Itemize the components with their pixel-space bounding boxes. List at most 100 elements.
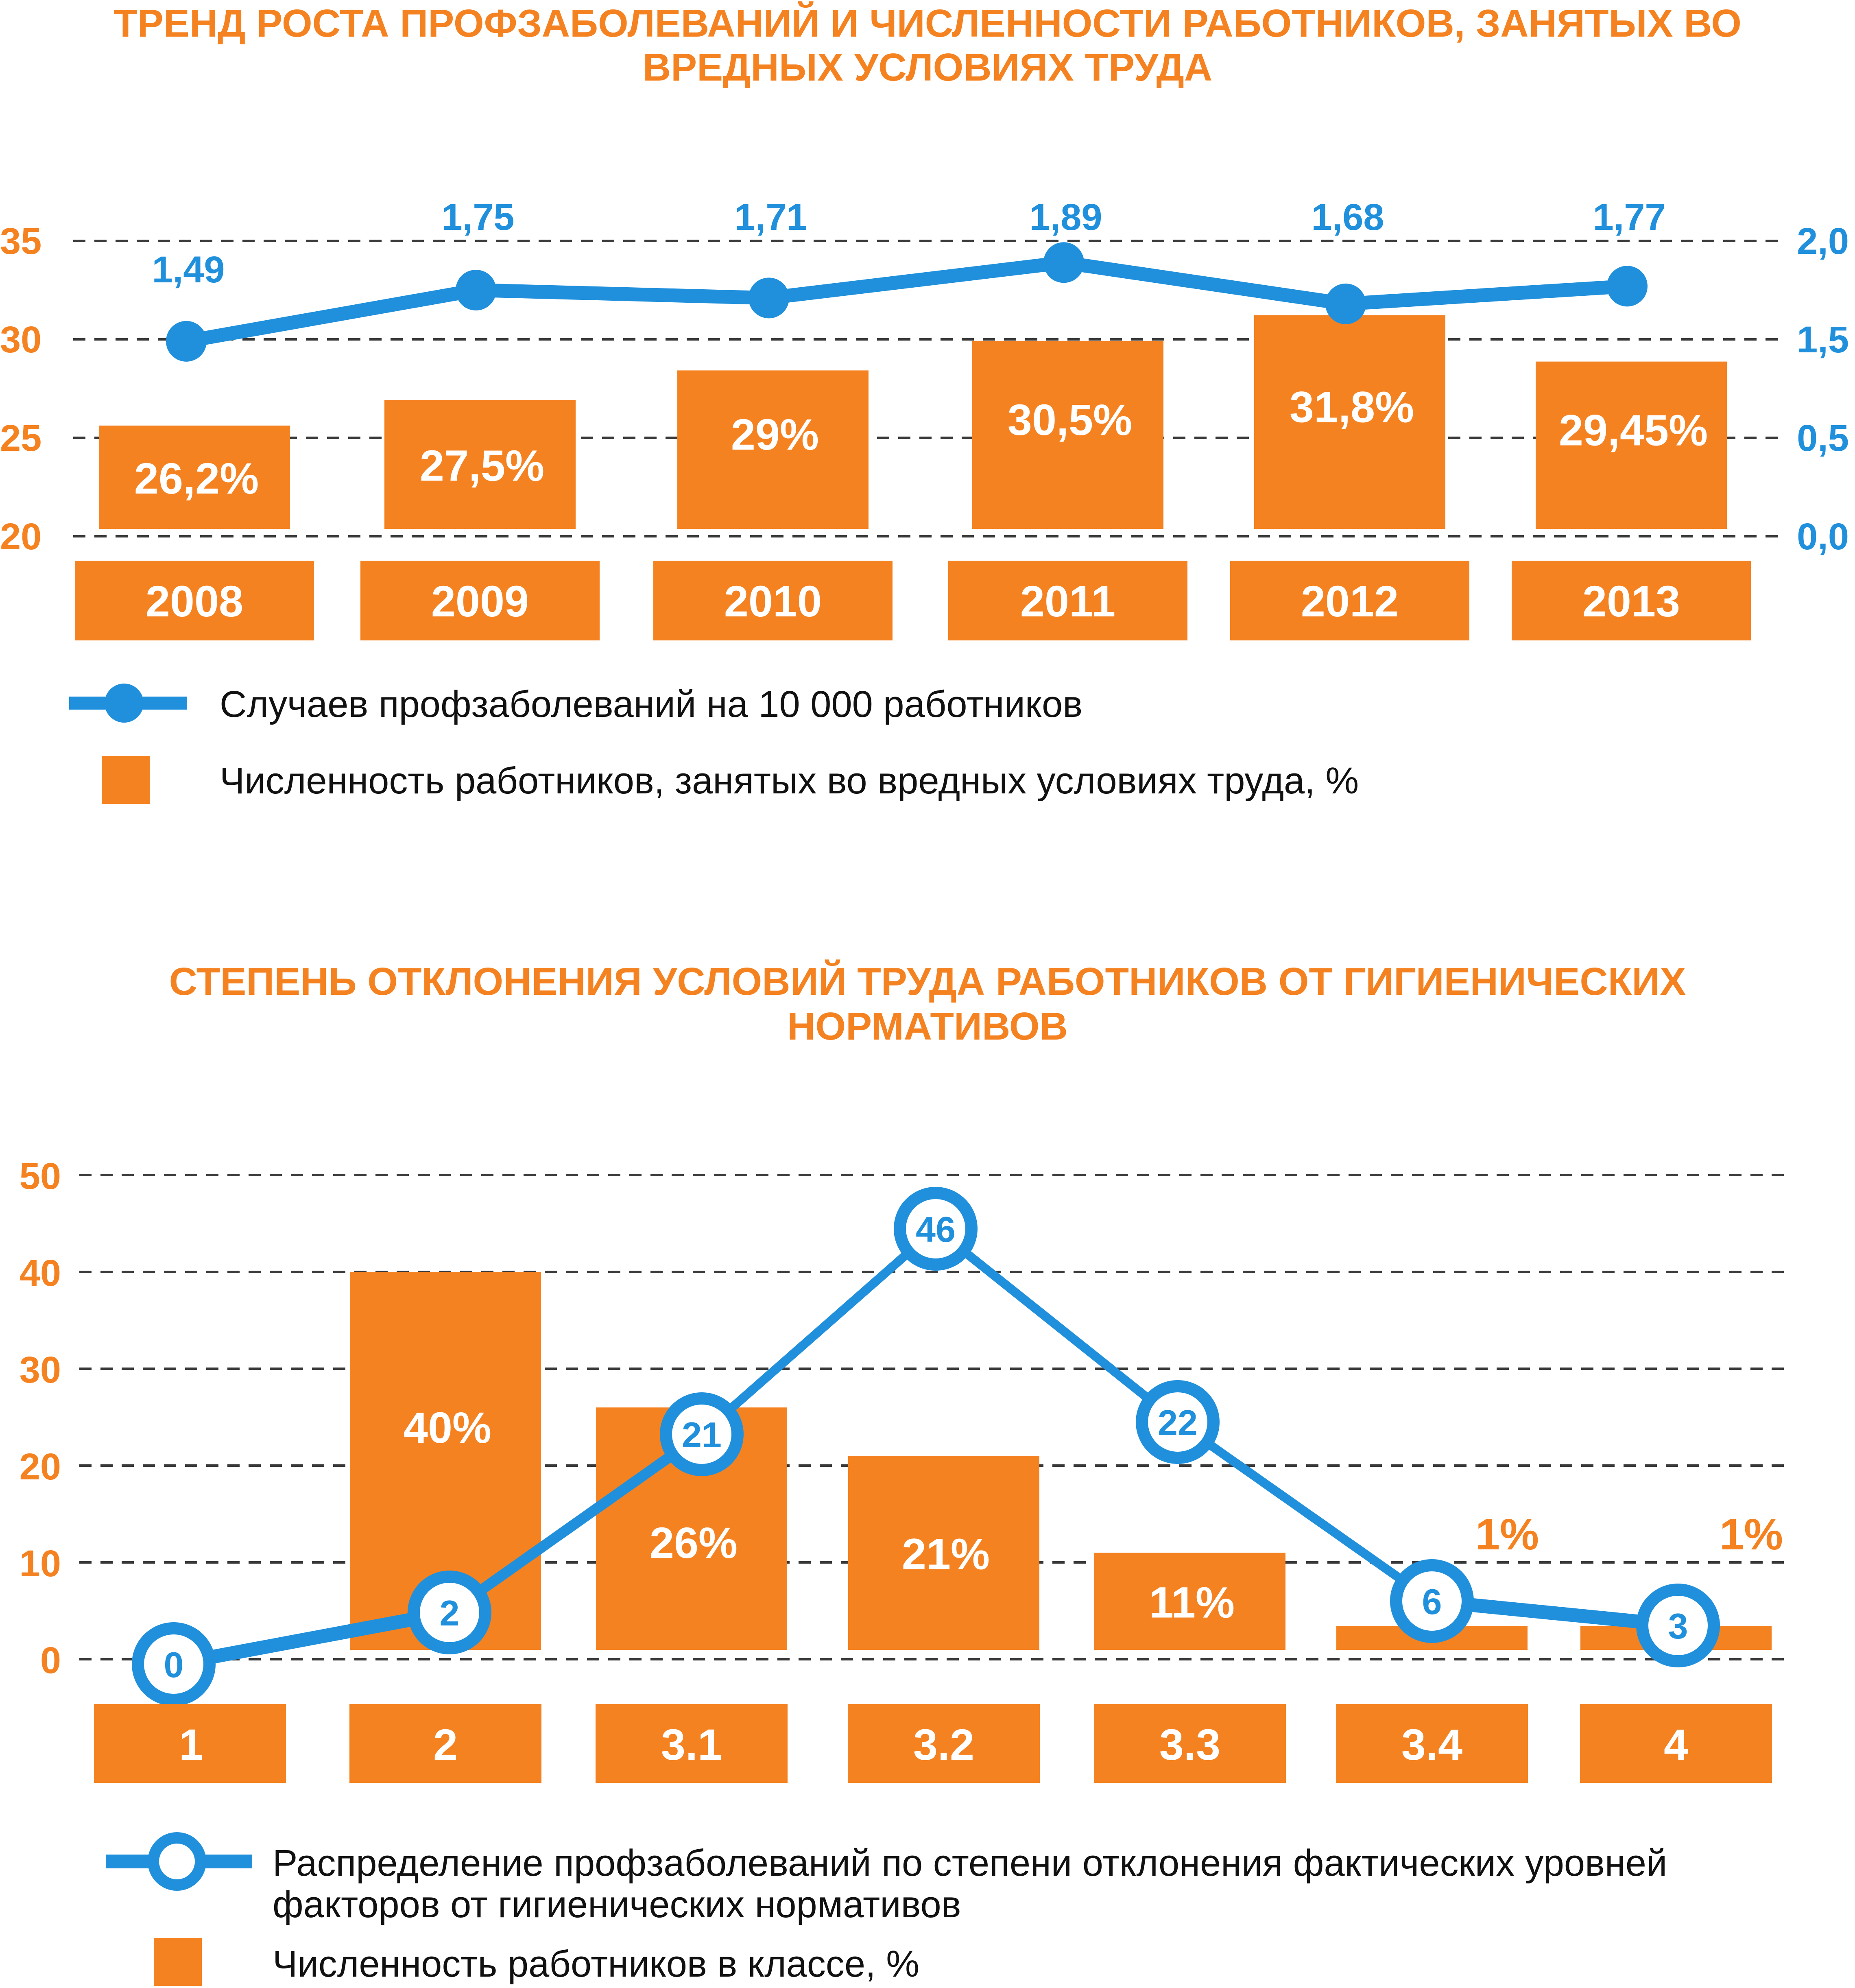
line-point-marker [660, 1392, 744, 1476]
left-axis-tick-label: 35 [0, 221, 41, 262]
line-point-label: 22 [1158, 1403, 1198, 1443]
line-segment [167, 1606, 456, 1671]
left-axis-tick-label: 50 [20, 1156, 61, 1197]
bar-class-3.2 [848, 1456, 1039, 1650]
bar-2012 [1254, 315, 1445, 529]
category-box [596, 1704, 788, 1783]
left-axis-tick-label: 20 [0, 516, 41, 557]
category-box [1580, 1704, 1772, 1783]
bar-class-3.3 [1094, 1553, 1285, 1650]
category-box [1512, 561, 1751, 640]
bar-value-label: 11% [1149, 1578, 1235, 1627]
bar-value-label: 1% [1475, 1510, 1539, 1559]
chart1-legend-bar-label: Численность работников, занятых во вредн… [220, 760, 1359, 802]
line-point-label: 0 [164, 1645, 184, 1685]
chart2-line-series: 0 2 21 46 22 6 3 [132, 1187, 1720, 1706]
line-point-marker [1390, 1559, 1474, 1643]
category-label: 3.1 [661, 1720, 722, 1769]
line-point-2010 [749, 277, 789, 319]
right-axis-tick-label: 0,0 [1797, 516, 1849, 557]
left-axis-tick-label: 10 [20, 1543, 61, 1584]
left-axis-tick-label: 20 [20, 1446, 61, 1488]
line-point-label: 1,89 [1029, 197, 1102, 238]
chart1-title-line1: ТРЕНД РОСТА ПРОФЗАБОЛЕВАНИЙ И ЧИСЛЕННОСТ… [113, 1, 1742, 45]
right-axis-tick-label: 1,5 [1797, 319, 1849, 360]
chart1-line-series: 1,49 1,75 1,71 1,89 1,68 1,77 [152, 197, 1666, 362]
bar-value-label: 31,8% [1290, 382, 1414, 431]
chart1-bars: 26,2% 27,5% 29% 30,5% 31,8% 29,45% [99, 315, 1727, 529]
line-point-2009 [456, 270, 496, 310]
chart2-left-axis: 50 40 30 20 10 0 [20, 1156, 61, 1681]
line-point-label: 3 [1668, 1606, 1688, 1646]
chart1-category-labels: 2008 2009 2010 2011 2012 2013 [75, 561, 1751, 640]
left-axis-tick-label: 40 [20, 1252, 61, 1294]
category-label: 3.3 [1159, 1720, 1220, 1769]
category-label: 2010 [724, 577, 822, 626]
bar-value-label: 26,2% [134, 454, 259, 503]
category-label: 2008 [146, 577, 243, 626]
chart1-title-line2: ВРЕДНЫХ УСЛОВИЯХ ТРУДА [643, 46, 1212, 89]
category-box [848, 1704, 1040, 1783]
line-point-label: 1,68 [1311, 197, 1384, 238]
category-label: 2 [433, 1720, 458, 1769]
category-box [75, 561, 314, 640]
chart1-legend-line-label: Случаев профзаболеваний на 10 000 работн… [220, 684, 1082, 725]
category-box [360, 561, 600, 640]
line-point-marker [1636, 1584, 1720, 1667]
line-point-marker [408, 1571, 491, 1654]
bar-value-label: 21% [902, 1529, 990, 1579]
chart2-title-line1: СТЕПЕНЬ ОТКЛОНЕНИЯ УСЛОВИЙ ТРУДА РАБОТНИ… [169, 959, 1686, 1003]
category-label: 2012 [1301, 577, 1399, 626]
category-label: 1 [179, 1720, 203, 1769]
line-point-label: 1,71 [734, 197, 807, 238]
line-point-2011 [1043, 242, 1084, 283]
category-box [948, 561, 1187, 640]
line-segment [931, 1224, 1182, 1427]
category-label: 3.4 [1401, 1720, 1462, 1769]
chart2-legend-line-label-1: Распределение профзаболеваний по степени… [273, 1842, 1667, 1884]
bar-value-label: 40% [404, 1403, 491, 1452]
line-segment [697, 1224, 940, 1439]
category-label: 2013 [1582, 577, 1680, 626]
line-point-label: 1,77 [1593, 197, 1665, 238]
line-point-2008 [166, 321, 207, 362]
line-point-2012 [1325, 283, 1366, 324]
line-point-label: 21 [682, 1415, 722, 1455]
category-label: 3.2 [913, 1720, 974, 1769]
category-box [653, 561, 893, 640]
legend-bar-swatch-icon [102, 756, 150, 804]
bar-2009 [384, 400, 576, 529]
bar-2010 [677, 370, 869, 529]
chart2-category-labels: 1 2 3.1 3.2 3.3 3.4 4 [94, 1704, 1772, 1783]
bar-2011 [972, 341, 1163, 529]
category-box [94, 1704, 286, 1783]
bar-value-label: 30,5% [1008, 395, 1132, 444]
line-point-label: 6 [1422, 1582, 1442, 1622]
chart2-title-line2: НОРМАТИВОВ [787, 1005, 1068, 1048]
line-point-marker [1136, 1380, 1220, 1464]
bar-value-label: 1% [1720, 1510, 1783, 1559]
line-point-label: 2 [440, 1593, 460, 1633]
bar-value-label: 26% [650, 1518, 738, 1567]
chart2-legend-line-label-2: факторов от гигиенических нормативов [273, 1884, 961, 1925]
category-box [1336, 1704, 1528, 1783]
line-segment [1173, 1418, 1436, 1606]
line-point-marker [132, 1622, 216, 1706]
left-axis-tick-label: 30 [20, 1349, 61, 1391]
category-label: 2009 [431, 577, 529, 626]
chart2-legend: Распределение профзаболеваний по степени… [106, 1832, 1667, 1986]
left-axis-tick-label: 0 [40, 1640, 61, 1681]
chart1-left-axis: 35 30 25 20 [0, 221, 41, 557]
bar-2008 [99, 425, 290, 529]
line-point-label: 1,49 [152, 249, 225, 291]
legend-bar-swatch-icon [154, 1938, 202, 1986]
left-axis-tick-label: 30 [0, 319, 41, 360]
bar-2013 [1536, 361, 1727, 529]
chart1-legend: Случаев профзаболеваний на 10 000 работн… [69, 684, 1359, 804]
chart1-gridlines [73, 240, 1778, 537]
category-box [1230, 561, 1469, 640]
bar-value-label: 27,5% [420, 441, 544, 490]
category-label: 4 [1664, 1720, 1688, 1769]
right-axis-tick-label: 2,0 [1797, 221, 1849, 262]
